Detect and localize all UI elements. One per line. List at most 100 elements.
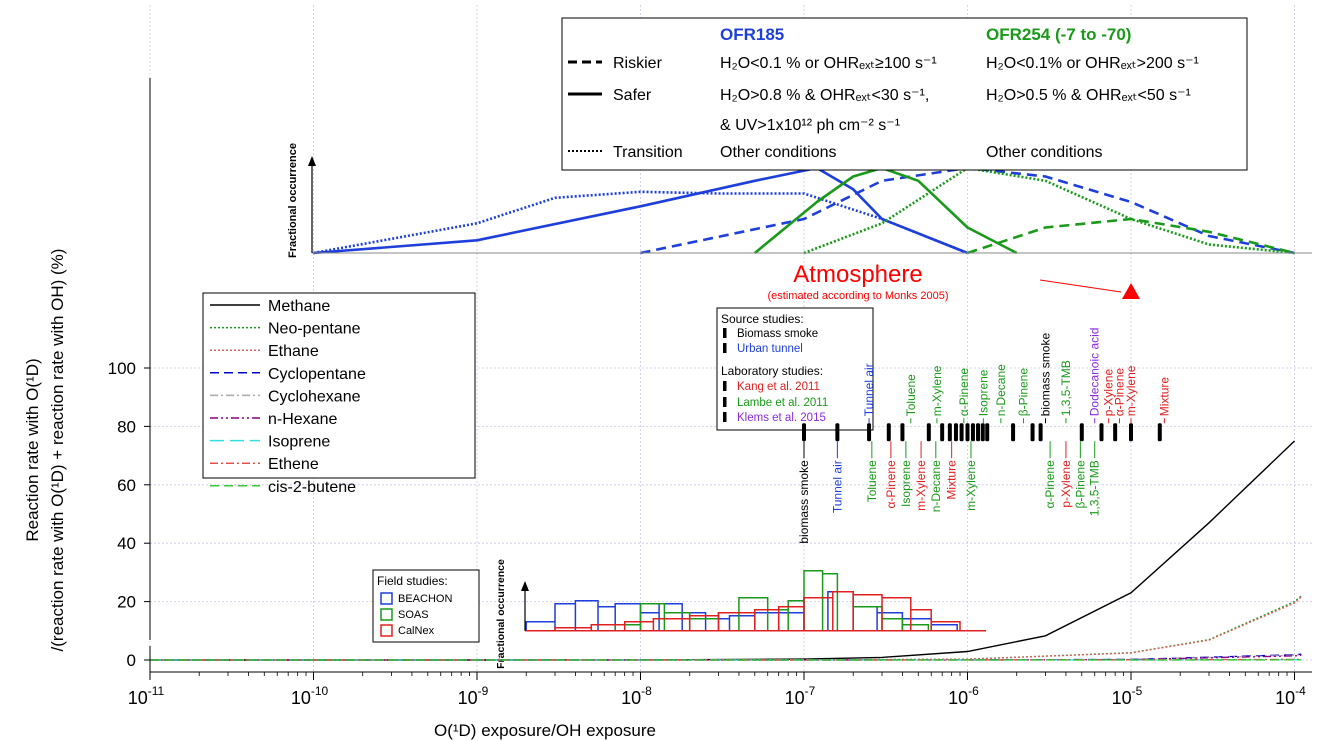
study-top-label: Toluene bbox=[904, 374, 918, 416]
legend-label: Ethene bbox=[268, 456, 319, 473]
study-marker bbox=[1099, 423, 1104, 442]
study-marker bbox=[1157, 423, 1162, 442]
study-marker bbox=[940, 423, 945, 442]
distribution-axis-arrow bbox=[308, 156, 316, 166]
studies-layer: Source studies: Laboratory studies: Biomas… bbox=[716, 307, 1171, 544]
series-layer bbox=[149, 440, 1302, 661]
field-legend-box bbox=[372, 569, 480, 643]
study-bottom-label: n-Decane bbox=[929, 460, 943, 512]
study-marker bbox=[835, 423, 840, 442]
study-legend-marker bbox=[723, 397, 727, 407]
study-marker bbox=[900, 423, 905, 442]
x-tick-label: 10-11 bbox=[128, 684, 165, 708]
study-top-label-text: Dodecanoic acid bbox=[1088, 328, 1102, 417]
study-bottom-label: Toluene bbox=[865, 460, 879, 502]
y-tick-label: 40 bbox=[117, 534, 136, 553]
x-tick-label: 10-7 bbox=[785, 684, 816, 708]
ofr-legend-col2: H₂O>0.5 % & OHRₑₓₜ<50 s⁻¹ bbox=[986, 87, 1191, 104]
study-top-label: biomass smoke bbox=[1039, 333, 1053, 417]
y-tick-label: 80 bbox=[117, 417, 136, 436]
study-top-label-text: β-Pinene bbox=[1016, 368, 1030, 417]
study-marker bbox=[1079, 423, 1084, 442]
study-bottom-label-text: biomass smoke bbox=[797, 460, 811, 544]
study-bottom-label-text: m-Xylene bbox=[964, 460, 978, 511]
study-top-label-text: Isoprene bbox=[976, 369, 990, 416]
x-tick-label: 10-4 bbox=[1275, 684, 1306, 708]
field-studies-panel: Field studies: BEACHON SOAS CalNex Fractiona… bbox=[372, 559, 986, 669]
study-bottom-label: p-Xylene bbox=[1059, 460, 1073, 508]
field-axis-arrow bbox=[521, 581, 529, 591]
legend-label: Cyclopentane bbox=[268, 366, 366, 383]
study-legend-label: Lambe et al. 2011 bbox=[737, 397, 828, 409]
study-legend-marker bbox=[723, 343, 727, 353]
study-bottom-label-text: p-Xylene bbox=[1059, 460, 1073, 508]
ofr-legend-label: Safer bbox=[613, 87, 652, 104]
distribution-curve bbox=[803, 166, 1295, 255]
series-legend: Methane Neo-pentane Ethane Cyclopentane Cycl… bbox=[202, 292, 476, 496]
study-marker bbox=[947, 423, 952, 442]
ofr-legend-col2: Other conditions bbox=[986, 144, 1103, 161]
x-tick-label: 10-8 bbox=[621, 684, 652, 708]
study-bottom-label-text: α-Pinene bbox=[1043, 460, 1057, 509]
study-top-label-text: Toluene bbox=[904, 374, 918, 416]
y-tick-label: 60 bbox=[117, 476, 136, 495]
study-marker bbox=[802, 423, 806, 442]
atmosphere-marker bbox=[1122, 283, 1140, 299]
axes: 10-11 10-10 10-9 10-8 10-7 10-6 10-5 10-4 0 20 40 6… bbox=[23, 78, 1312, 740]
study-top-label: α-Pinene bbox=[957, 368, 971, 417]
study-bottom-label: Mixture bbox=[945, 460, 959, 500]
study-top-label: Isoprene bbox=[976, 369, 990, 416]
x-tick-label: 10-6 bbox=[948, 684, 979, 708]
field-legend-swatch bbox=[380, 624, 393, 637]
atmosphere-annotation: Atmosphere (estimated according to Monks … bbox=[768, 261, 1140, 302]
study-bottom-label-text: Tunnel air bbox=[830, 460, 844, 513]
study-top-label: m-Xylene bbox=[930, 365, 944, 416]
study-bottom-label-text: α-Pinene bbox=[884, 460, 898, 509]
study-marker bbox=[965, 423, 970, 442]
field-legend-label: SOAS bbox=[398, 609, 429, 621]
study-marker bbox=[980, 423, 985, 442]
study-top-label-text: biomass smoke bbox=[1039, 333, 1053, 417]
distribution-curve bbox=[313, 190, 968, 255]
study-top-label: p-Xylene bbox=[1102, 369, 1116, 417]
x-tick-label: 10-9 bbox=[458, 684, 489, 708]
study-top-label-text: n-Decane bbox=[994, 364, 1008, 416]
study-top-label: α-Pinene bbox=[1112, 368, 1126, 417]
distribution-y-label: Fractional occurrence bbox=[287, 143, 299, 258]
field-ylabel-text: Fractional occurrence bbox=[495, 559, 507, 669]
study-bottom-label-text: 1,3,5-TMB bbox=[1088, 460, 1102, 516]
exposure-distribution-panel: Fractional occurrence bbox=[287, 143, 1312, 258]
legend-label: Isoprene bbox=[268, 434, 330, 451]
y-axis-title: Reaction rate with O(¹D) /(reaction rate … bbox=[23, 249, 67, 652]
legend-label: cis-2-butene bbox=[268, 479, 356, 496]
study-bottom-label: m-Xylene bbox=[914, 460, 928, 511]
study-top-label-text: m-Xylene bbox=[930, 365, 944, 416]
study-top-label: β-Pinene bbox=[1016, 368, 1030, 417]
study-marker bbox=[1011, 423, 1016, 442]
atmosphere-arrow bbox=[1039, 279, 1122, 293]
study-bottom-label-text: Isoprene bbox=[899, 460, 913, 507]
study-marker bbox=[976, 423, 981, 442]
series-line-neo-pentane bbox=[150, 595, 1302, 661]
study-bottom-label: m-Xylene bbox=[964, 460, 978, 511]
field-legend-label: BEACHON bbox=[398, 593, 452, 605]
ofr254-header: OFR254 (-7 to -70) bbox=[986, 25, 1131, 44]
study-marker bbox=[1113, 423, 1118, 442]
x-tick-label: 10-5 bbox=[1112, 684, 1143, 708]
study-marker bbox=[985, 423, 990, 442]
study-legend-marker bbox=[723, 412, 727, 422]
y-axis-title-line2: /(reaction rate with O(¹D) + reaction ra… bbox=[48, 249, 67, 652]
study-legend-marker bbox=[723, 381, 727, 391]
legend-label: Cyclohexane bbox=[268, 388, 361, 405]
legend-label: n-Hexane bbox=[268, 411, 337, 428]
study-top-label-text: Mixture bbox=[1157, 377, 1171, 417]
study-marker bbox=[1030, 423, 1035, 442]
study-legend-marker bbox=[723, 328, 727, 338]
study-bottom-label: biomass smoke bbox=[797, 460, 811, 544]
study-top-label-text: Tunnel air bbox=[862, 363, 876, 416]
study-top-label-text: α-Pinene bbox=[957, 368, 971, 417]
atmosphere-sublabel: (estimated according to Monks 2005) bbox=[768, 290, 949, 302]
ofr-legend-col2: H₂O<0.1% or OHRₑₓₜ>200 s⁻¹ bbox=[986, 55, 1199, 72]
ofr-legend-label: Transition bbox=[613, 144, 683, 161]
ofr-legend-label: Riskier bbox=[613, 55, 663, 72]
